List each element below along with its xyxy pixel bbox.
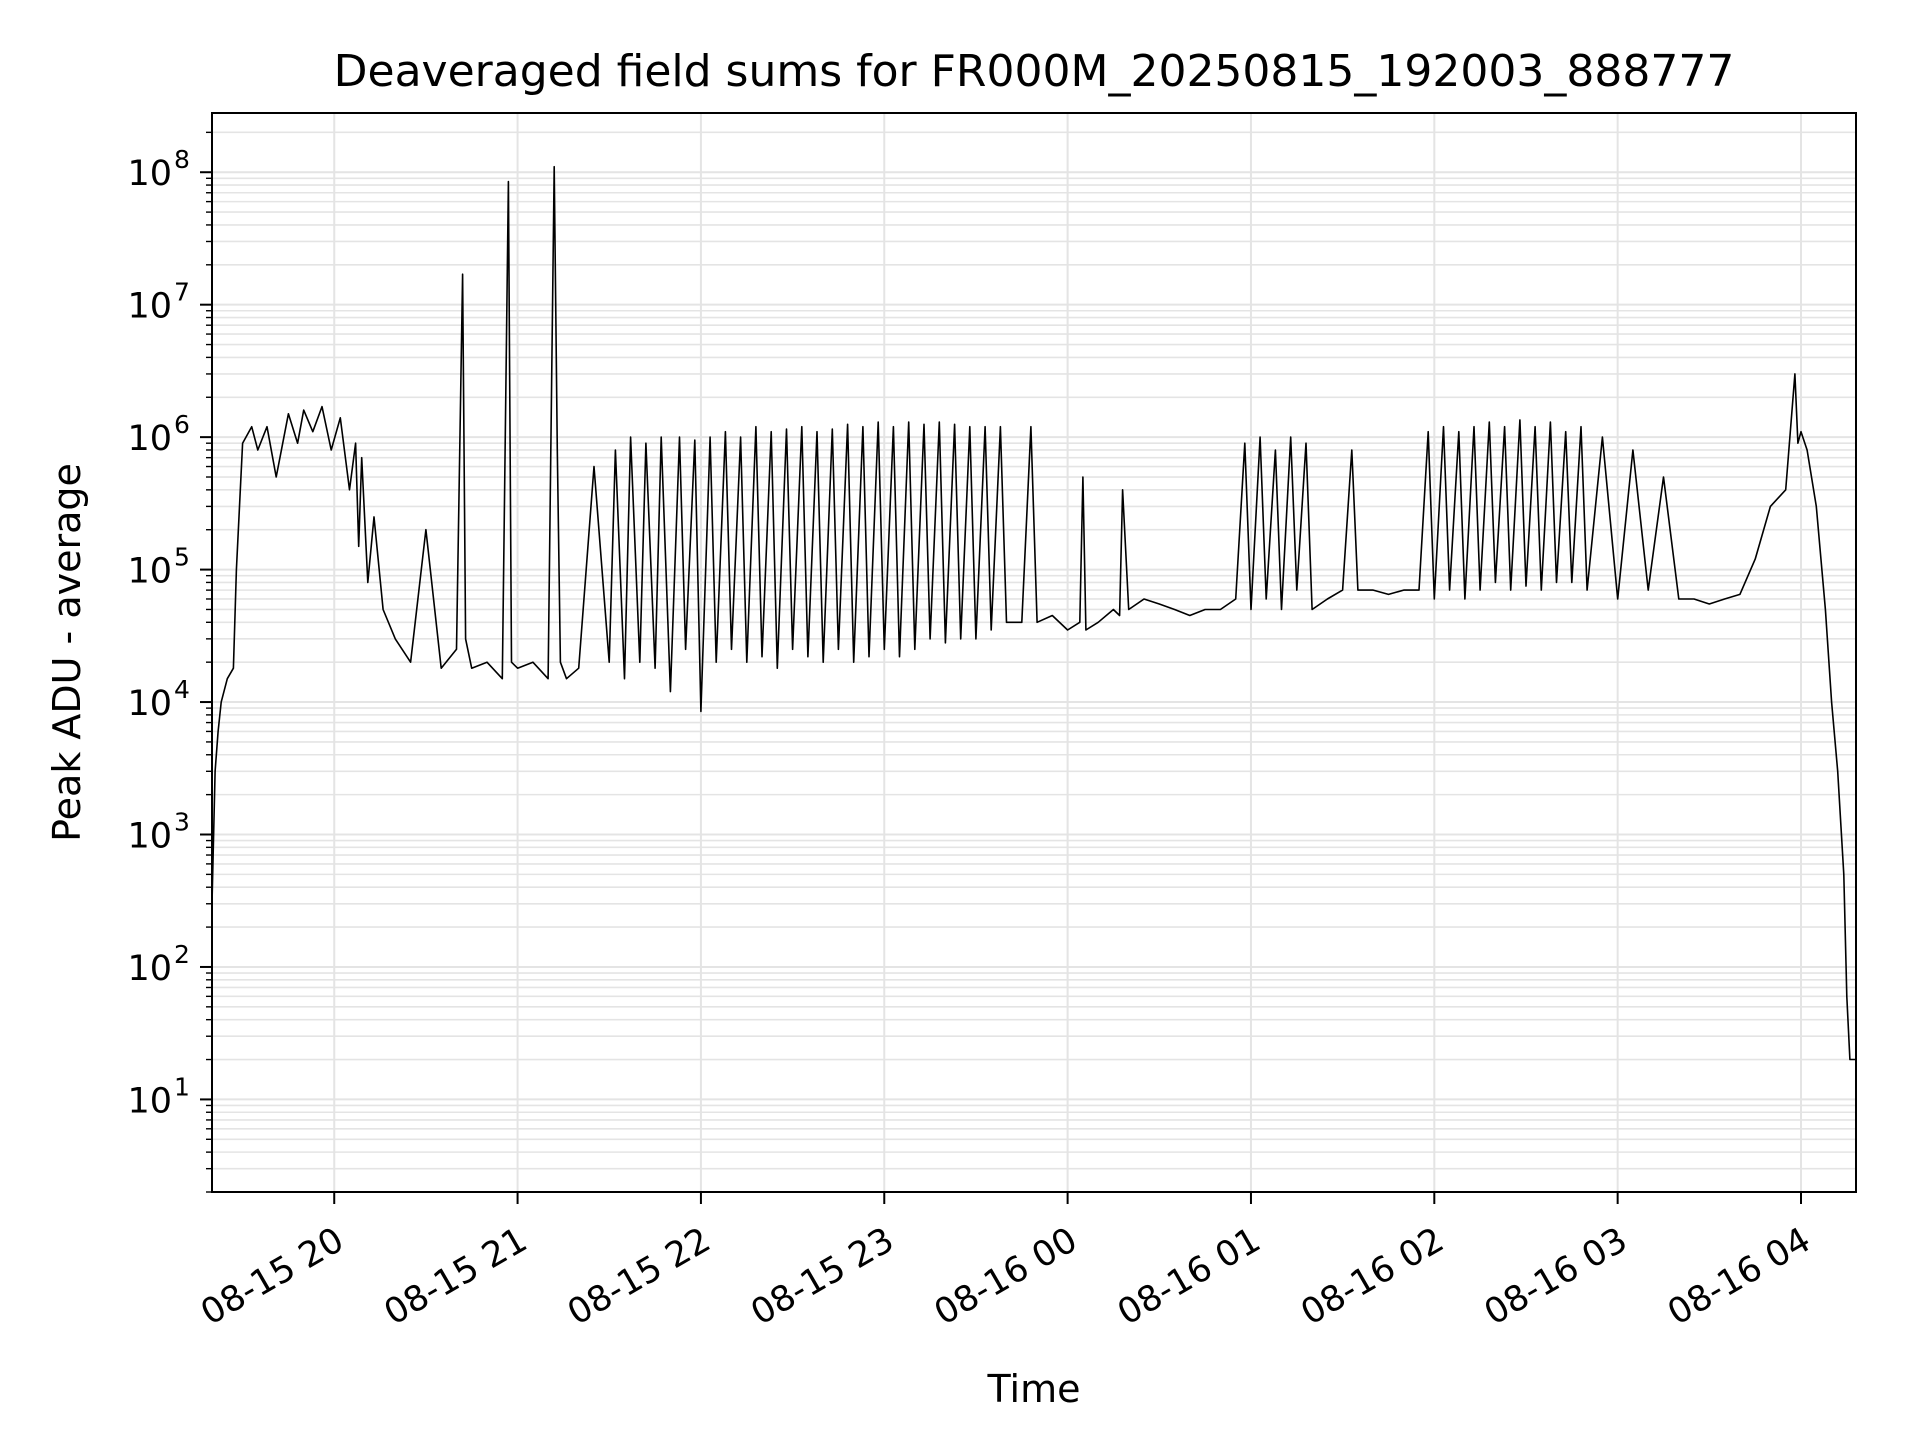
y-tick-exponent: 2 — [174, 940, 190, 969]
y-tick-exponent: 5 — [174, 543, 190, 572]
y-tick-exponent: 8 — [174, 145, 190, 174]
y-tick-label: 10 — [127, 1081, 172, 1121]
y-tick-exponent: 4 — [174, 675, 190, 704]
y-tick-exponent: 1 — [174, 1072, 190, 1101]
x-axis-label: Time — [987, 1367, 1081, 1411]
series-line — [212, 165, 1856, 1061]
y-tick-exponent: 7 — [174, 278, 190, 307]
y-tick-label: 10 — [127, 154, 172, 194]
y-tick-exponent: 3 — [174, 808, 190, 837]
plot-frame — [211, 112, 1857, 1193]
chart-title: Deaveraged field sums for FR000M_2025081… — [334, 46, 1735, 97]
y-tick-label: 10 — [127, 684, 172, 724]
y-tick-label: 10 — [127, 949, 172, 989]
y-tick-label: 10 — [127, 419, 172, 459]
grid — [212, 113, 1856, 1193]
series-layer — [212, 165, 1856, 1061]
y-tick-label: 10 — [127, 552, 172, 592]
y-tick-label: 10 — [127, 287, 172, 327]
y-axis-label: Peak ADU - average — [45, 463, 89, 842]
y-tick-exponent: 6 — [174, 410, 190, 439]
y-tick-label: 10 — [127, 817, 172, 857]
